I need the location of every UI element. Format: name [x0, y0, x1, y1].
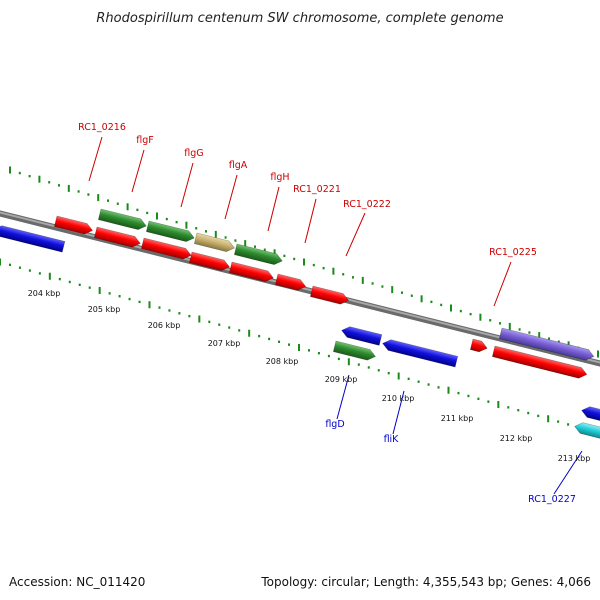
scale-label: 204 kbp — [28, 289, 61, 298]
label-flgh-leader — [267, 186, 280, 232]
feature-rc1-0216 — [53, 215, 94, 235]
label-flga-leader — [224, 174, 238, 220]
label-flgh: flgH — [270, 172, 289, 183]
label-flga: flgA — [229, 160, 248, 171]
scale-label: 209 kbp — [325, 375, 358, 384]
feature-rc1-0225 — [498, 327, 595, 361]
scale-label: 205 kbp — [88, 305, 121, 314]
label-flik: fliK — [384, 434, 400, 445]
label-flik-leader — [392, 390, 405, 435]
label-rc1-0216-leader — [88, 136, 103, 182]
label-rc1-0221-leader — [304, 198, 317, 244]
feature-rc1-0218 — [140, 237, 192, 260]
scale-label: 212 kbp — [500, 434, 533, 443]
feature-rc1-0215 — [0, 225, 66, 253]
label-flgf-leader — [131, 149, 145, 193]
feature-flgd — [332, 340, 376, 361]
feature-flgd-upper — [341, 326, 383, 346]
scale-label: 207 kbp — [208, 339, 241, 348]
feature-rc1-0227 — [574, 422, 600, 442]
scale-label: 208 kbp — [266, 357, 299, 366]
label-rc1-0221: RC1_0221 — [293, 184, 341, 195]
scale-label: 211 kbp — [441, 414, 474, 423]
scale-label: 206 kbp — [148, 321, 181, 330]
scale-labels: 204 kbp 205 kbp 206 kbp 207 kbp 208 kbp 209 k… — [28, 289, 591, 463]
feature-flga — [193, 232, 235, 252]
label-rc1-0227-leader — [553, 450, 583, 495]
feature-flgg — [145, 220, 195, 242]
feature-rc1-0219 — [188, 251, 230, 271]
feature-rc1-0228 — [581, 406, 600, 424]
label-rc1-0227: RC1_0227 — [528, 494, 576, 505]
scale-label: 213 kbp — [558, 454, 591, 463]
feature-rc1-0220 — [228, 261, 274, 282]
label-rc1-0222-leader — [345, 212, 366, 257]
gene-features — [0, 208, 600, 442]
label-flgg-leader — [180, 162, 194, 208]
gene-callouts: RC1_0216 flgF flgG flgA flgH RC1_0221RC1_0222… — [78, 122, 583, 505]
feature-rc1-0224 — [469, 338, 488, 353]
label-rc1-0216: RC1_0216 — [78, 122, 126, 133]
accession-label: Accession: NC_011420 — [9, 575, 145, 589]
feature-rc1-0226 — [491, 345, 588, 379]
feature-rc1-0221 — [274, 273, 307, 291]
feature-rc1-0217 — [93, 226, 141, 248]
label-flgd: flgD — [325, 419, 344, 430]
topology-label: Topology: circular; Length: 4,355,543 bp… — [260, 575, 591, 589]
upper-tick-track — [9, 166, 599, 358]
label-rc1-0222: RC1_0222 — [343, 199, 391, 210]
scale-label: 210 kbp — [382, 394, 415, 403]
label-rc1-0225-leader — [493, 261, 512, 307]
feature-flik — [382, 339, 459, 368]
label-rc1-0225: RC1_0225 — [489, 247, 537, 258]
feature-flgf — [97, 208, 147, 230]
label-flgg: flgG — [184, 148, 203, 159]
feature-flgh — [233, 243, 283, 265]
map-title: Rhodospirillum centenum SW chromosome, c… — [96, 11, 503, 26]
label-flgf: flgF — [136, 135, 153, 146]
label-flgd-leader — [336, 374, 350, 420]
feature-rc1-0222 — [309, 285, 350, 305]
